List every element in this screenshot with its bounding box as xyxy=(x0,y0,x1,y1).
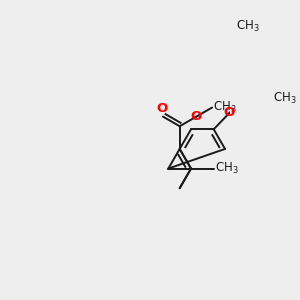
Text: O: O xyxy=(224,106,235,119)
Text: O: O xyxy=(191,110,202,123)
Text: CH$_3$: CH$_3$ xyxy=(215,161,238,176)
Text: O: O xyxy=(156,103,167,116)
Text: CH$_3$: CH$_3$ xyxy=(213,100,237,115)
Text: CH$_3$: CH$_3$ xyxy=(236,19,260,34)
Text: CH$_3$: CH$_3$ xyxy=(273,91,297,106)
